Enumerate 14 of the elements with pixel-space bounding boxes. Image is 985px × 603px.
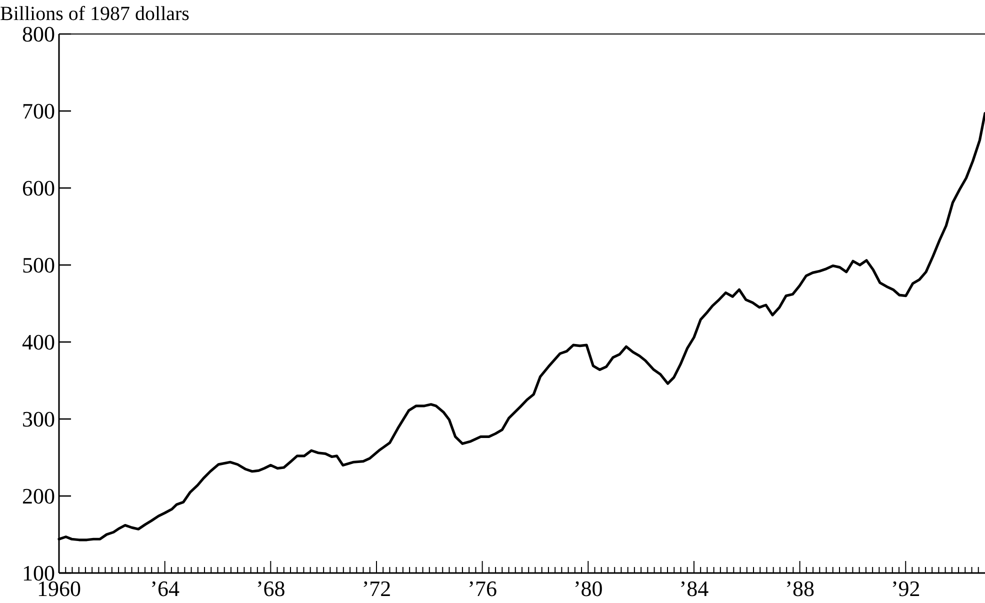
y-tick-label: 600 xyxy=(22,176,55,201)
x-tick-label: ’72 xyxy=(362,576,392,601)
x-tick-label: ’68 xyxy=(256,576,286,601)
y-tick-label: 500 xyxy=(22,252,55,278)
y-tick-label: 200 xyxy=(22,484,55,509)
x-tick-label: ’64 xyxy=(150,576,180,601)
y-tick-label: 400 xyxy=(22,330,55,355)
x-tick-label: ’84 xyxy=(679,576,709,601)
x-tick-label: ’76 xyxy=(468,576,497,601)
x-tick-label: ’92 xyxy=(890,576,920,601)
y-tick-label: 700 xyxy=(22,98,55,124)
x-tick-label: ’88 xyxy=(785,576,814,601)
x-tick-label: ’80 xyxy=(573,576,603,601)
y-tick-label: 300 xyxy=(22,406,55,432)
